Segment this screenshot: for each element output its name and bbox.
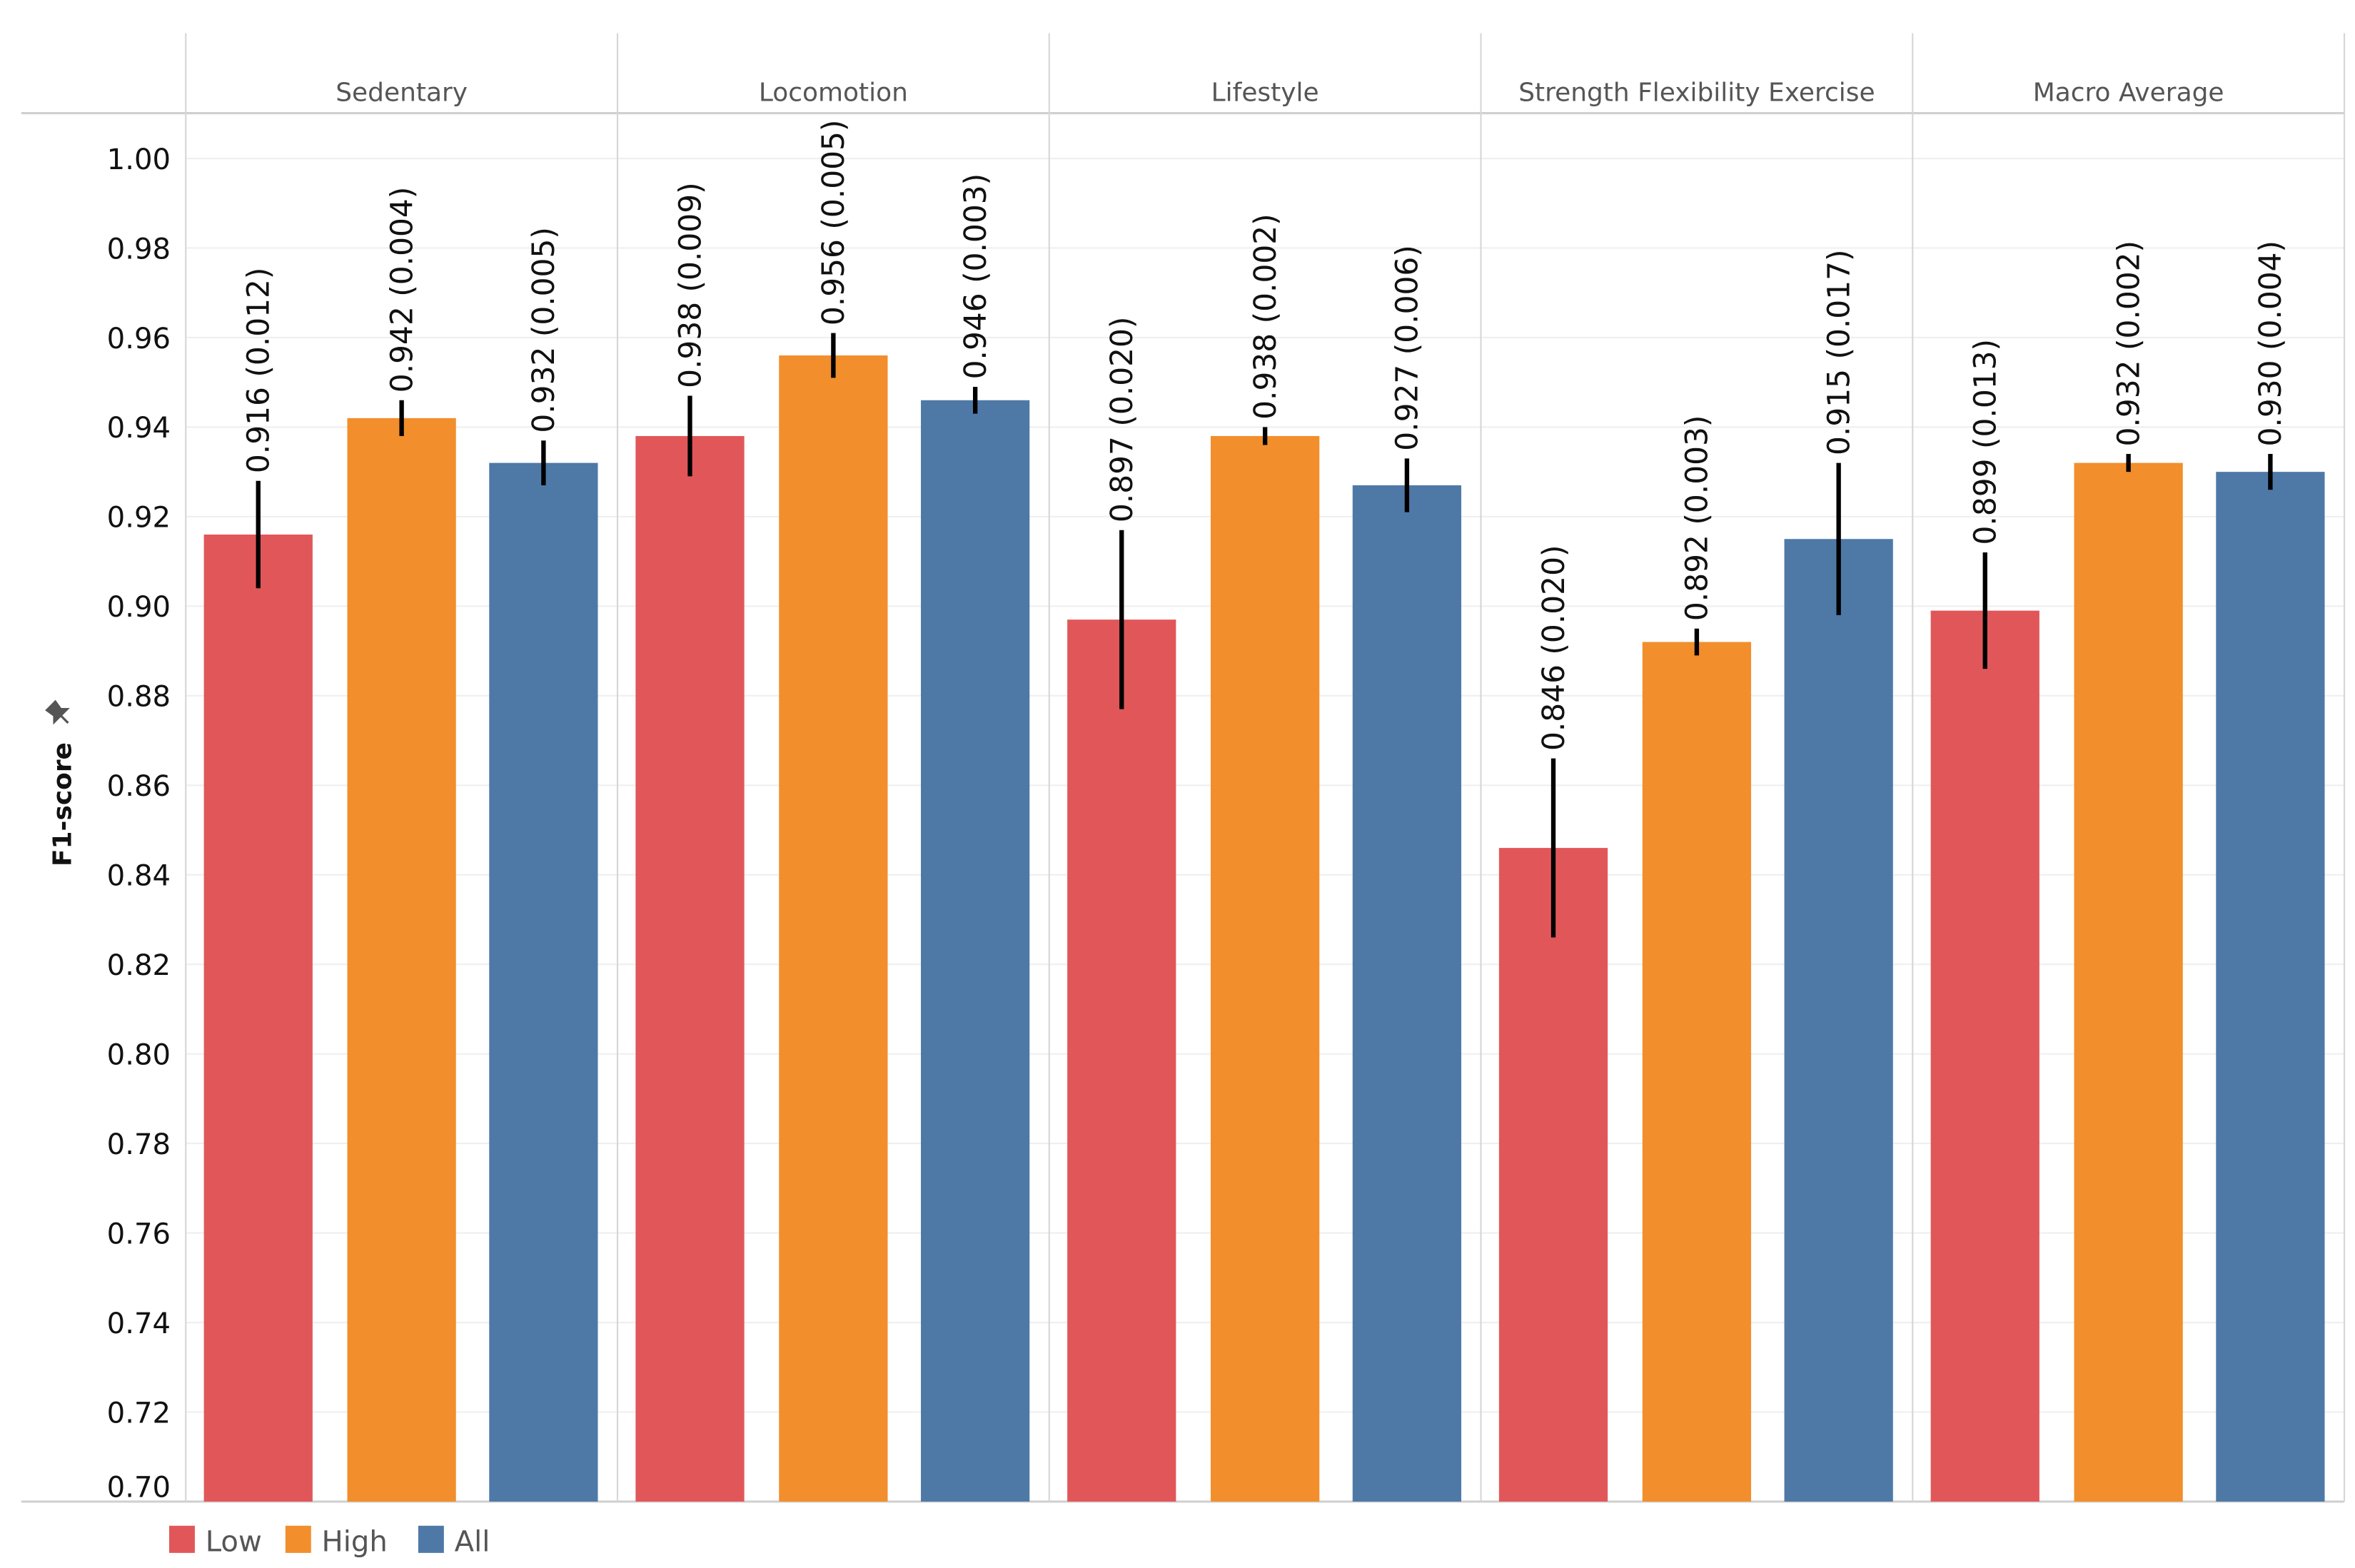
bar-low: [635, 435, 745, 1502]
y-tick-label: 0.80: [107, 1038, 171, 1071]
legend: Low High All: [168, 1525, 490, 1559]
y-tick-label: 0.92: [107, 502, 171, 535]
y-tick-label: 1.00: [107, 143, 171, 176]
data-label: 0.892 (0.003): [1680, 415, 1715, 622]
bar-high: [779, 355, 888, 1502]
legend-swatch-all: [418, 1525, 444, 1553]
panel-header-locomotion: Locomotion: [759, 79, 908, 108]
data-label: 0.946 (0.003): [958, 173, 993, 380]
y-tick-label: 0.94: [107, 412, 171, 445]
y-tick-label: 0.70: [107, 1472, 171, 1504]
bar-low: [1498, 848, 1608, 1502]
data-label: 0.846 (0.020): [1536, 545, 1571, 752]
bars: 0.916 (0.012) 0.942 (0.004) 0.932 (0.005) 0…: [203, 120, 2325, 1502]
bar-high: [1211, 435, 1320, 1502]
y-axis: 0.70 0.72 0.74 0.76 0.78 0.80 0.82 0.84 0.86 0.88…: [107, 143, 171, 1504]
data-label: 0.916 (0.012): [241, 268, 276, 474]
legend-label-high: High: [322, 1526, 388, 1559]
pin-icon: [45, 699, 70, 725]
y-tick-label: 0.88: [107, 681, 171, 714]
data-label: 0.897 (0.020): [1104, 317, 1139, 523]
y-tick-label: 0.90: [107, 591, 171, 624]
y-axis-title: F1-score: [49, 742, 78, 866]
y-tick-label: 0.76: [107, 1218, 171, 1250]
bar-high: [347, 418, 456, 1502]
bar-low: [1930, 610, 2039, 1502]
legend-label-all: All: [455, 1526, 490, 1559]
data-label: 0.938 (0.009): [672, 182, 707, 388]
data-label: 0.930 (0.004): [2253, 241, 2288, 447]
bar-high: [1642, 642, 1752, 1502]
panel-header-strength-flexibility-exercise: Strength Flexibility Exercise: [1518, 79, 1875, 108]
panel-headers: Sedentary Locomotion Lifestyle Strength Fle…: [336, 79, 2224, 108]
panel-header-macro-average: Macro Average: [2033, 79, 2224, 108]
y-tick-label: 0.82: [107, 949, 171, 982]
data-label: 0.956 (0.005): [816, 120, 851, 326]
data-label: 0.932 (0.002): [2111, 241, 2146, 447]
data-label: 0.915 (0.017): [1821, 249, 1856, 455]
y-tick-label: 0.86: [107, 770, 171, 803]
y-tick-label: 0.74: [107, 1307, 171, 1340]
data-label: 0.938 (0.002): [1248, 213, 1283, 420]
bar-low: [1067, 619, 1176, 1502]
y-tick-label: 0.72: [107, 1397, 171, 1430]
data-label: 0.899 (0.013): [1968, 339, 2003, 545]
y-tick-label: 0.96: [107, 323, 171, 355]
data-label: 0.932 (0.005): [526, 227, 561, 433]
bar-high: [2074, 462, 2183, 1502]
bar-all: [1352, 485, 1462, 1502]
bar-all: [2216, 472, 2325, 1502]
legend-label-low: Low: [206, 1526, 262, 1559]
bar-all: [1784, 539, 1893, 1502]
data-label: 0.942 (0.004): [384, 187, 419, 393]
y-tick-label: 0.98: [107, 233, 171, 265]
y-tick-label: 0.78: [107, 1128, 171, 1161]
legend-swatch-high: [285, 1525, 311, 1553]
panel-header-lifestyle: Lifestyle: [1211, 79, 1319, 108]
bar-all: [921, 400, 1030, 1502]
data-label: 0.927 (0.006): [1390, 245, 1425, 451]
legend-swatch-low: [168, 1525, 195, 1553]
y-tick-label: 0.84: [107, 860, 171, 893]
y-axis-title-group: F1-score: [45, 699, 78, 866]
panel-header-sedentary: Sedentary: [336, 79, 468, 108]
bar-all: [489, 462, 598, 1502]
bar-low: [203, 534, 313, 1502]
